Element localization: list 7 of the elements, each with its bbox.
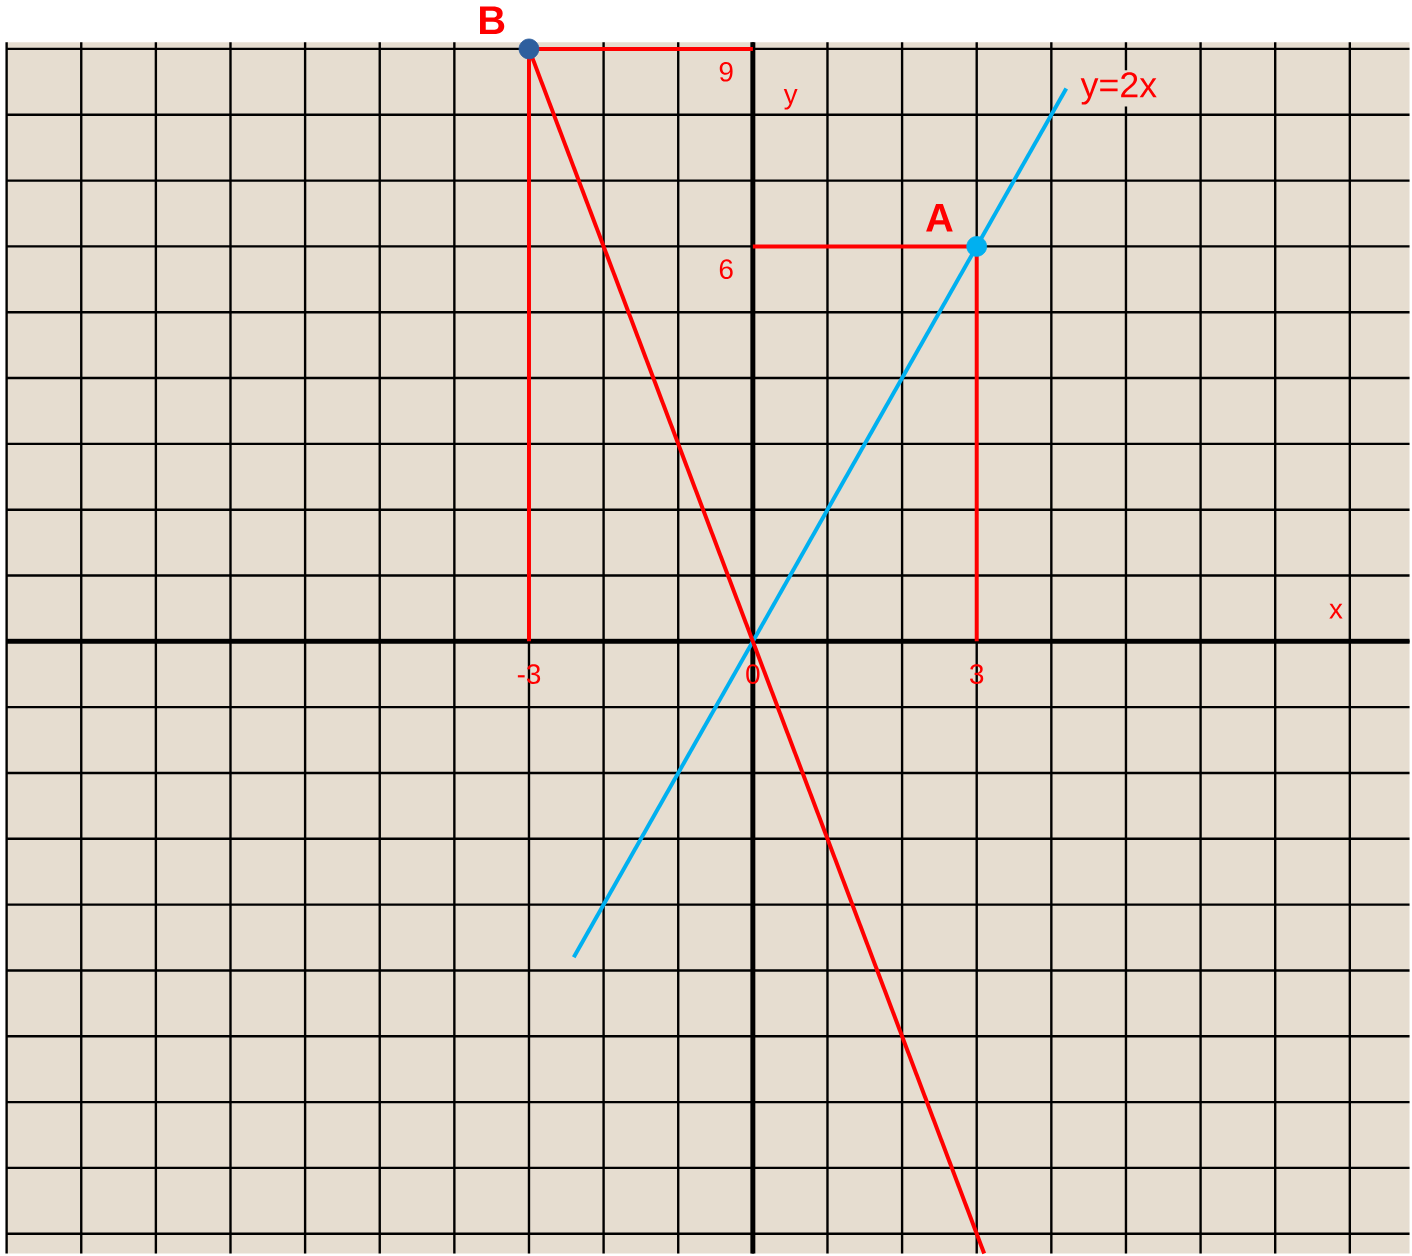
y-axis-title: y xyxy=(783,89,798,110)
annotation: A xyxy=(926,204,953,232)
x-axis-title: x xyxy=(1329,603,1343,619)
y-tick-label: 9 xyxy=(719,61,733,82)
y-tick-label: 6 xyxy=(719,259,733,280)
series-label: у=2х xyxy=(1080,72,1157,105)
annotation: B xyxy=(480,6,505,34)
